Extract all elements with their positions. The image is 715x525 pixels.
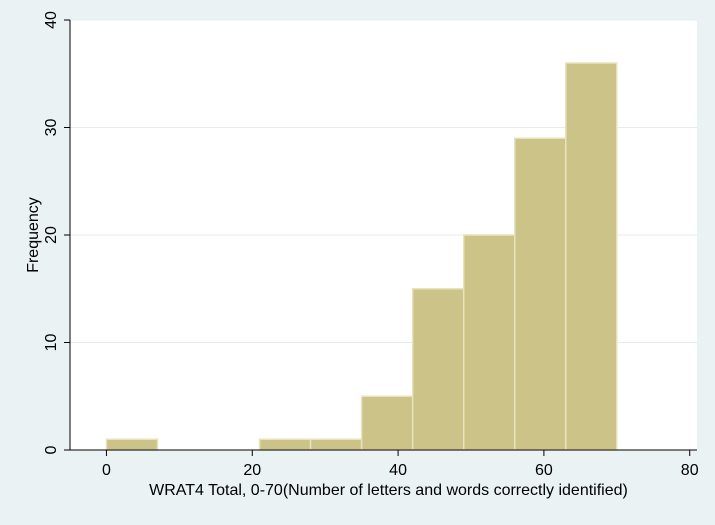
x-tick-label: 40 xyxy=(389,462,407,479)
histogram-bar xyxy=(565,62,618,451)
y-tick-labels: 0 10 20 30 40 xyxy=(43,11,60,454)
histogram-bar xyxy=(309,438,363,451)
x-tick-label: 60 xyxy=(535,462,553,479)
y-tick-label: 10 xyxy=(43,334,60,352)
x-axis-title: WRAT4 Total, 0-70(Number of letters and … xyxy=(149,482,628,499)
histogram-bar xyxy=(513,137,567,451)
x-tick-label: 80 xyxy=(681,462,699,479)
x-tick-label: 0 xyxy=(102,462,111,479)
histogram-bar xyxy=(258,438,312,451)
histogram-bar xyxy=(462,234,516,451)
bars xyxy=(105,62,618,451)
x-tick-label: 20 xyxy=(243,462,261,479)
y-tick-label: 0 xyxy=(43,445,60,454)
x-tick-labels: 0 20 40 60 80 xyxy=(102,462,699,479)
histogram-bar xyxy=(411,288,465,451)
axes xyxy=(64,19,697,456)
y-tick-label: 30 xyxy=(43,119,60,137)
y-tick-label: 40 xyxy=(43,11,60,29)
y-tick-label: 20 xyxy=(43,226,60,244)
histogram-bar xyxy=(105,438,159,451)
y-axis-title: Frequency xyxy=(25,197,42,273)
histogram-bar xyxy=(360,395,414,451)
